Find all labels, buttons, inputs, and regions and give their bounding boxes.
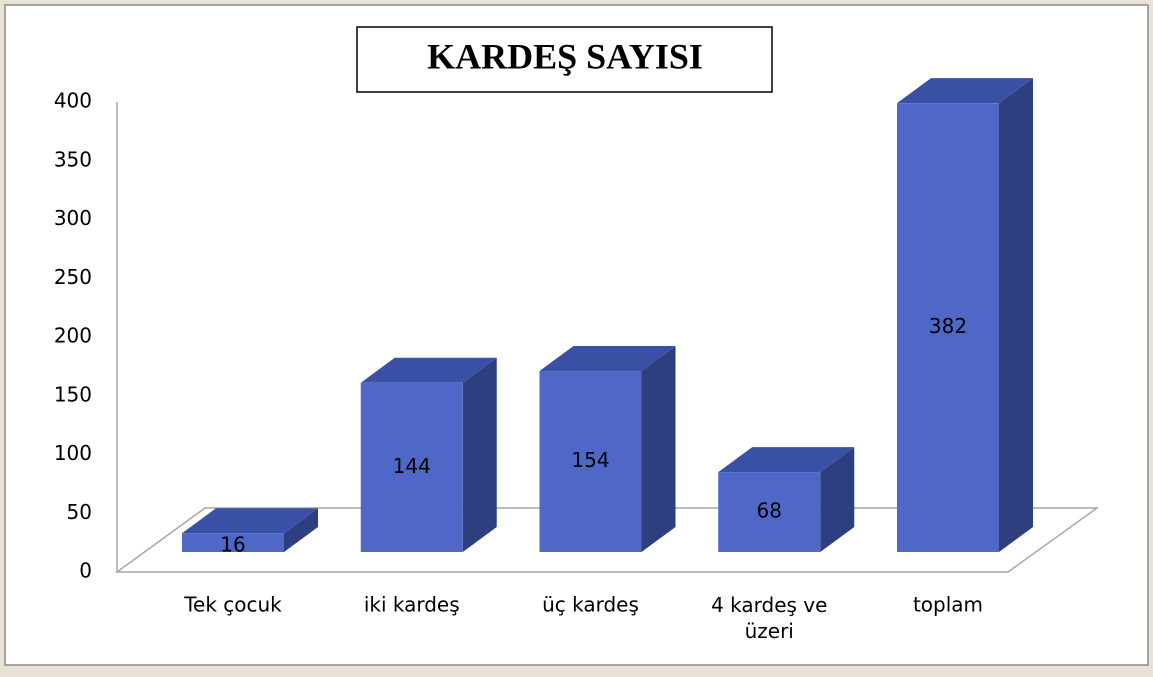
x-tick-label: toplam: [913, 593, 983, 617]
x-tick-label: üç kardeş: [542, 593, 639, 617]
data-label: 68: [757, 499, 782, 523]
data-label: 16: [220, 533, 245, 557]
title-box: [356, 26, 773, 93]
bar-side: [284, 508, 318, 552]
y-tick-label: 50: [67, 500, 92, 524]
data-label: 154: [571, 448, 609, 472]
y-tick-label: 350: [54, 147, 92, 171]
data-label: 144: [393, 454, 431, 478]
y-tick-label: 300: [54, 206, 92, 230]
bar: [360, 382, 463, 552]
bar-top: [360, 357, 497, 383]
bar-side: [999, 78, 1033, 553]
x-tick-label: Tek çocuk: [183, 593, 282, 617]
bar: [182, 533, 284, 552]
bar-side: [462, 357, 497, 552]
bar: [539, 371, 642, 552]
x-tick-label: 4 kardeş ve üzeri: [711, 593, 827, 643]
bar: [897, 103, 999, 553]
y-tick-label: 150: [54, 382, 92, 406]
y-tick-label: 100: [54, 441, 92, 465]
y-tick-label: 200: [54, 324, 92, 348]
bar: [718, 472, 821, 552]
bar-side: [820, 447, 855, 552]
data-label: 382: [929, 314, 967, 338]
bar-top: [182, 508, 318, 534]
y-tick-label: 250: [54, 265, 92, 289]
x-tick-label: iki kardeş: [364, 593, 460, 617]
y-tick-label: 0: [79, 559, 92, 583]
bar-top: [539, 346, 676, 372]
bar-side: [641, 346, 676, 552]
bar-top: [718, 447, 855, 473]
bar-top: [897, 78, 1033, 104]
chart-title: KARDEŞ SAYISI: [427, 36, 703, 76]
y-tick-label: 400: [54, 89, 92, 113]
